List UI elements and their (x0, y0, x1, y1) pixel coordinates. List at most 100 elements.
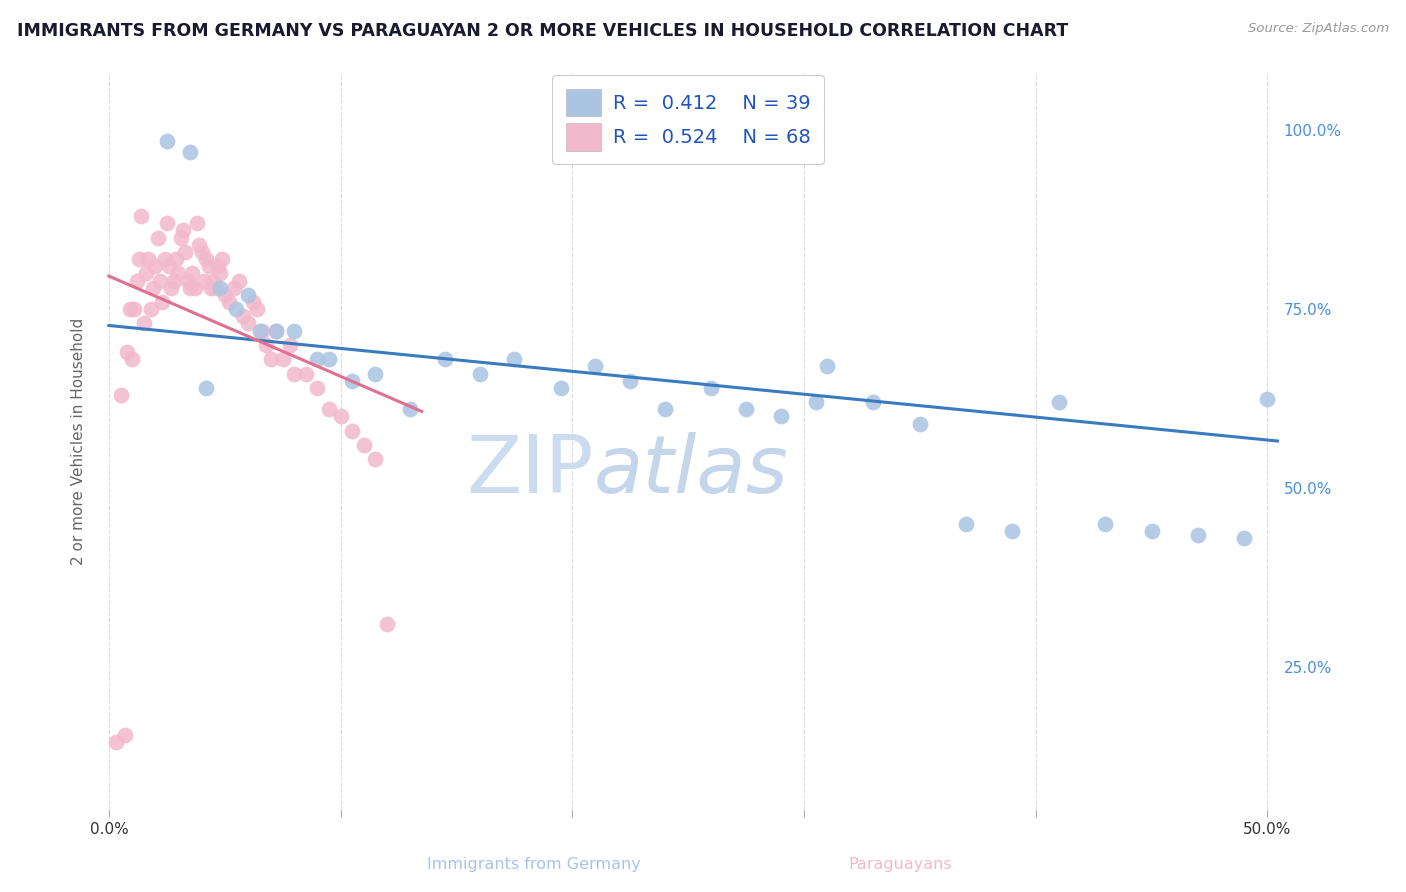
Point (375, 617, 398, 632)
Point (264, 324, 287, 338)
Point (246, 302, 269, 317)
Text: Paraguayans: Paraguayans (848, 857, 952, 872)
Point (1094, 516, 1116, 531)
Point (172, 223, 194, 237)
Text: Source: ZipAtlas.com: Source: ZipAtlas.com (1249, 22, 1389, 36)
Point (364, 367, 387, 381)
Point (433, 352, 456, 367)
Point (136, 252, 159, 266)
Point (211, 252, 233, 266)
Point (104, 735, 127, 749)
Point (207, 259, 229, 273)
Point (209, 280, 232, 294)
Point (139, 302, 162, 317)
Point (250, 324, 273, 338)
Point (174, 244, 197, 259)
Point (1256, 392, 1278, 406)
Point (200, 280, 222, 294)
Point (619, 374, 641, 388)
Text: Immigrants from Germany: Immigrants from Germany (427, 857, 641, 872)
Point (585, 359, 607, 374)
Point (264, 324, 287, 338)
Point (197, 259, 219, 273)
Point (181, 266, 204, 280)
Point (142, 280, 165, 294)
Point (236, 317, 259, 331)
Point (195, 381, 218, 395)
Point (1233, 531, 1256, 545)
Point (318, 352, 340, 367)
Point (186, 216, 208, 230)
Point (117, 345, 139, 359)
Point (202, 273, 225, 287)
Point (1001, 524, 1024, 538)
Point (131, 209, 153, 223)
Point (188, 237, 211, 252)
Point (132, 317, 155, 331)
Point (503, 352, 526, 367)
Point (218, 295, 240, 310)
Point (283, 324, 305, 338)
Point (146, 230, 169, 244)
Point (1140, 524, 1163, 538)
Point (364, 452, 387, 467)
Point (908, 417, 931, 431)
Point (1047, 395, 1070, 409)
Point (654, 402, 676, 417)
Point (179, 145, 201, 159)
Point (769, 409, 792, 424)
Point (163, 273, 186, 287)
Point (955, 516, 977, 531)
Point (256, 338, 278, 352)
Point (128, 252, 150, 266)
Point (157, 259, 180, 273)
Point (862, 395, 884, 409)
Point (468, 367, 491, 381)
Point (214, 288, 236, 302)
Point (114, 728, 136, 742)
Point (399, 402, 422, 417)
Point (815, 359, 838, 374)
Point (236, 288, 259, 302)
Point (1187, 527, 1209, 541)
Point (167, 266, 190, 280)
Text: IMMIGRANTS FROM GERMANY VS PARAGUAYAN 2 OR MORE VEHICLES IN HOUSEHOLD CORRELATIO: IMMIGRANTS FROM GERMANY VS PARAGUAYAN 2 … (17, 22, 1069, 40)
Point (150, 295, 173, 310)
Point (271, 352, 294, 367)
Point (260, 352, 283, 367)
Point (124, 302, 146, 317)
Point (804, 395, 827, 409)
Point (550, 381, 572, 395)
Y-axis label: 2 or more Vehicles in Household: 2 or more Vehicles in Household (72, 318, 86, 566)
Point (735, 402, 758, 417)
Point (353, 438, 375, 452)
Point (135, 266, 157, 280)
Point (242, 295, 264, 310)
Point (143, 259, 166, 273)
Point (195, 252, 218, 266)
Point (307, 352, 329, 367)
Point (156, 134, 179, 148)
Point (295, 367, 318, 381)
Point (183, 280, 205, 294)
Point (179, 280, 201, 294)
Point (318, 402, 340, 417)
Point (121, 352, 143, 367)
Point (225, 302, 247, 317)
Point (700, 381, 723, 395)
Text: ZIP: ZIP (467, 432, 593, 510)
Point (160, 280, 183, 294)
Point (153, 252, 176, 266)
Point (340, 424, 363, 438)
Point (307, 381, 329, 395)
Point (222, 280, 245, 294)
Point (118, 302, 141, 317)
Point (125, 273, 148, 287)
Point (228, 273, 250, 287)
Text: atlas: atlas (593, 432, 789, 510)
Point (110, 388, 132, 402)
Point (149, 273, 172, 287)
Point (329, 409, 352, 424)
Point (283, 367, 305, 381)
Point (340, 374, 363, 388)
